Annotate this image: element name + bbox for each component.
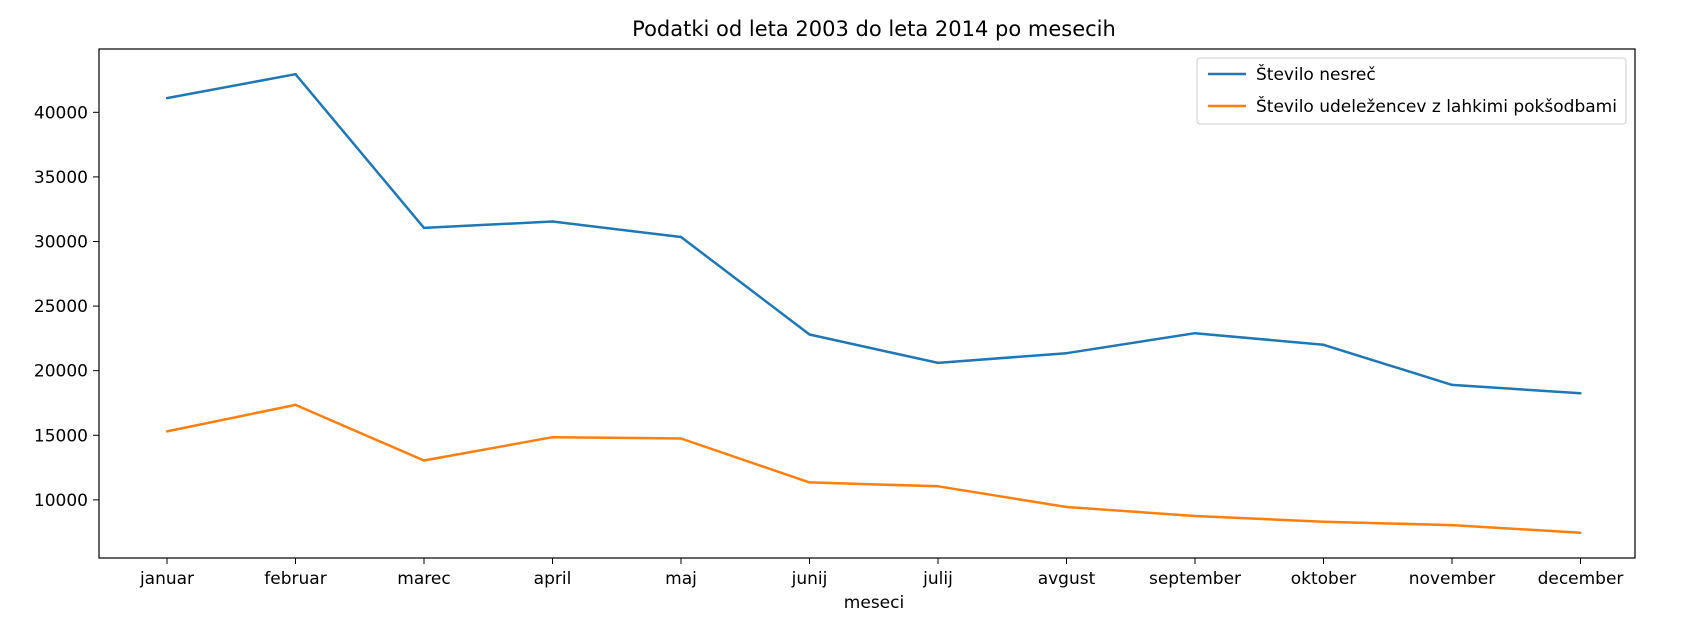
series-1-point — [1065, 352, 1068, 355]
y-axis: 10000 15000 20000 25000 30000 35000 40000 — [34, 103, 99, 511]
series-2-point — [165, 430, 169, 433]
x-axis: januar februar marec april maj junij julij avgu… — [139, 558, 1623, 589]
x-tick-label: oktober — [1291, 569, 1357, 589]
series-1-point — [165, 96, 169, 100]
series-1-point — [1193, 332, 1197, 335]
series-lines — [165, 72, 1582, 535]
series-1-point — [1322, 343, 1325, 347]
y-tick-label: 10000 — [34, 491, 88, 511]
y-tick-label: 30000 — [34, 232, 88, 252]
series-line-2 — [166, 403, 1581, 535]
legend-box — [1196, 57, 1627, 125]
series-2-point — [551, 436, 554, 439]
y-tick-label: 20000 — [34, 362, 88, 382]
y-tick-label: 25000 — [34, 297, 88, 317]
series-1-point — [294, 72, 297, 76]
series-line-1 — [166, 72, 1581, 395]
series-2-point — [808, 481, 811, 484]
y-tick-label: 35000 — [34, 168, 88, 188]
series-1-point — [808, 333, 811, 336]
chart-title: Podatki od leta 2003 do leta 2014 po mes… — [632, 17, 1116, 41]
series-1-point — [551, 220, 554, 223]
series-2-point — [422, 459, 426, 462]
legend: Število nesreč Število udeležencev z lah… — [1196, 57, 1627, 125]
series-2-point — [936, 485, 940, 488]
series-2-point — [1450, 523, 1454, 527]
x-tick-label: februar — [264, 569, 326, 589]
series-1-point — [679, 235, 683, 239]
series-2-point — [1193, 514, 1197, 518]
series-2-point — [294, 403, 297, 407]
x-tick-label: avgust — [1038, 569, 1096, 589]
plot-frame — [98, 48, 1636, 559]
series-1-point — [422, 226, 426, 230]
x-tick-label: april — [534, 569, 572, 589]
y-tick-label: 40000 — [34, 103, 88, 123]
x-axis-label: meseci — [844, 593, 904, 613]
x-tick-label: marec — [397, 569, 450, 589]
legend-entry-2: Število udeležencev z lahkimi pokšodbami — [1256, 95, 1617, 117]
x-tick-label: maj — [665, 569, 697, 589]
series-1-point — [1579, 392, 1582, 395]
x-tick-label: september — [1149, 569, 1241, 589]
series-2-point — [1322, 520, 1325, 524]
series-2-point — [1065, 505, 1068, 509]
legend-entry-1: Število nesreč — [1256, 63, 1376, 85]
series-2-point — [1579, 531, 1582, 535]
y-tick-label: 15000 — [34, 426, 88, 446]
x-tick-label: junij — [791, 569, 828, 589]
x-tick-label: november — [1409, 569, 1496, 589]
series-2-point — [679, 437, 683, 440]
x-tick-label: december — [1538, 569, 1624, 589]
series-1-point — [1450, 383, 1454, 387]
x-tick-label: januar — [139, 569, 194, 589]
x-tick-label: julij — [922, 569, 953, 589]
series-1-point — [936, 361, 940, 365]
